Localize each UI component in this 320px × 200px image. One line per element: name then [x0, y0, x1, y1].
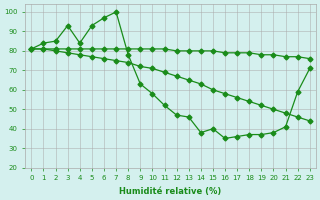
- X-axis label: Humidité relative (%): Humidité relative (%): [119, 187, 222, 196]
